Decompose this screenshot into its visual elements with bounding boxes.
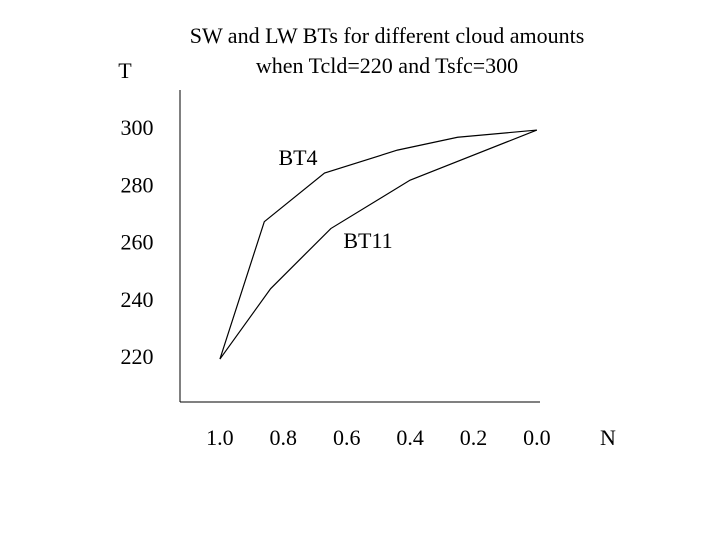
chart-title: SW and LW BTs for different cloud amount… <box>190 23 585 48</box>
series-label: BT4 <box>278 145 317 170</box>
y-tick-label: 260 <box>121 230 154 255</box>
series-line <box>219 129 537 360</box>
x-tick-label: 0.6 <box>333 425 361 450</box>
series-line <box>219 129 538 360</box>
y-tick-label: 300 <box>121 115 154 140</box>
x-tick-label: 1.0 <box>206 425 234 450</box>
x-tick-label: 0.8 <box>270 425 298 450</box>
x-tick-label: 0.4 <box>396 425 424 450</box>
chart-title: when Tcld=220 and Tsfc=300 <box>256 53 518 78</box>
series-label: BT11 <box>343 228 392 253</box>
y-axis-label: T <box>118 58 132 83</box>
y-tick-label: 220 <box>121 344 154 369</box>
y-tick-label: 240 <box>121 287 154 312</box>
x-tick-label: 0.0 <box>523 425 551 450</box>
x-tick-label: 0.2 <box>460 425 488 450</box>
y-tick-label: 280 <box>121 172 154 197</box>
x-axis-label: N <box>600 425 616 450</box>
